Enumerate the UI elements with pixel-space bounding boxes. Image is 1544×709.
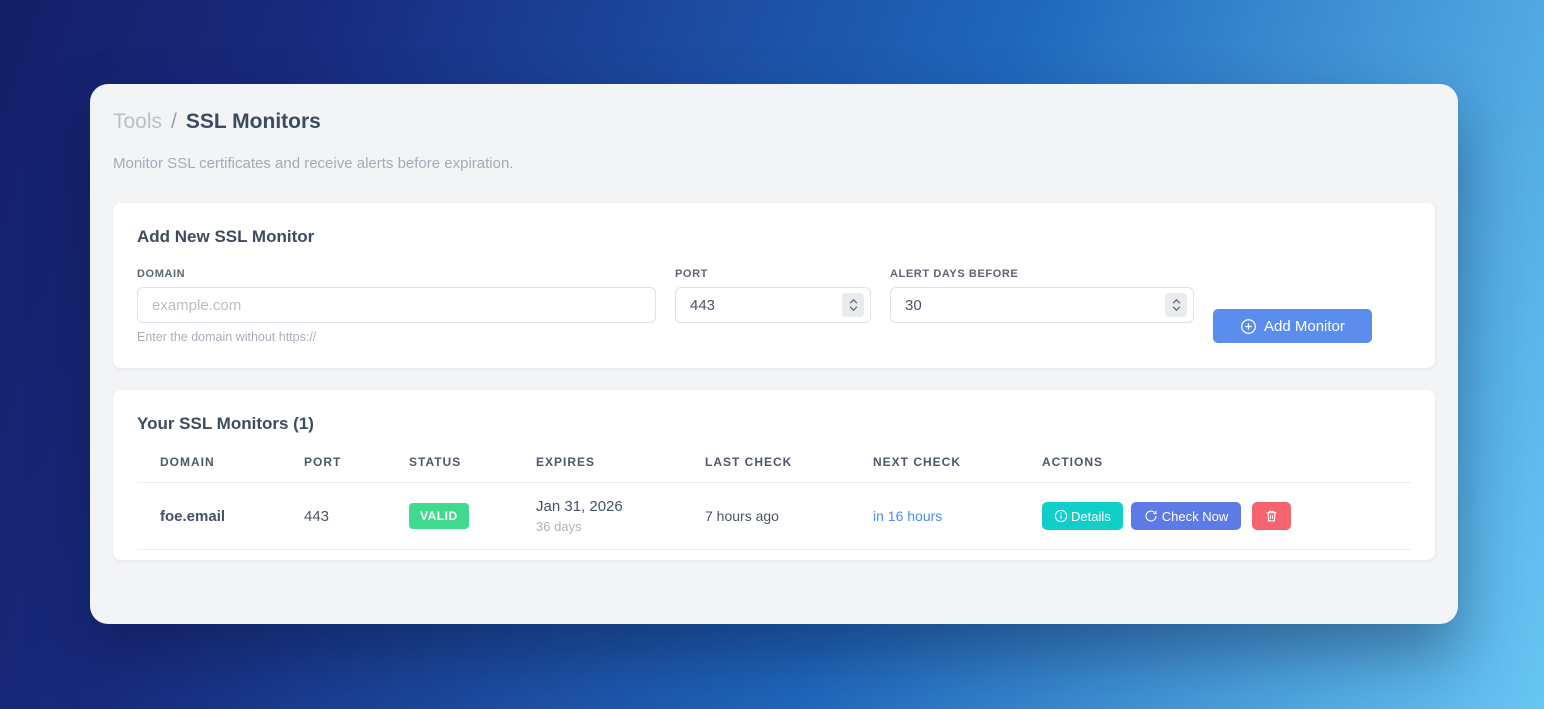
port-label: PORT <box>675 268 708 280</box>
col-header-last-check: LAST CHECK <box>682 449 850 483</box>
table-row: foe.email 443 VALID Jan 31, 2026 36 days… <box>137 482 1411 550</box>
add-monitor-button-label: Add Monitor <box>1264 317 1345 335</box>
monitors-card: Your SSL Monitors (1) DOMAIN PORT STATUS… <box>113 390 1435 560</box>
monitors-table: DOMAIN PORT STATUS EXPIRES LAST CHECK NE… <box>137 449 1411 550</box>
expires-days-remaining: 36 days <box>536 519 582 534</box>
expires-date: Jan 31, 2026 <box>536 498 623 515</box>
port-field: PORT <box>675 268 871 323</box>
alert-days-input[interactable] <box>890 287 1194 323</box>
monitor-status-cell: VALID <box>386 482 513 550</box>
breadcrumb-section[interactable]: Tools <box>113 110 163 133</box>
col-header-port: PORT <box>281 449 386 483</box>
col-header-next-check: NEXT CHECK <box>850 449 1019 483</box>
check-now-button-label: Check Now <box>1161 508 1229 524</box>
monitor-expires-cell: Jan 31, 2026 36 days <box>513 482 682 550</box>
domain-help-text: Enter the domain without https:// <box>137 330 317 344</box>
add-monitor-title: Add New SSL Monitor <box>137 227 315 246</box>
add-monitor-button[interactable]: Add Monitor <box>1213 309 1372 343</box>
page-subtitle: Monitor SSL certificates and receive ale… <box>113 155 514 172</box>
col-header-status: STATUS <box>386 449 513 483</box>
monitor-last-check: 7 hours ago <box>682 482 850 550</box>
add-monitor-form: DOMAIN Enter the domain without https://… <box>137 268 1411 344</box>
check-now-button[interactable]: Check Now <box>1130 502 1242 530</box>
main-panel: Tools / SSL Monitors Monitor SSL certifi… <box>90 84 1458 624</box>
info-circle-icon <box>1054 509 1068 523</box>
col-header-domain: DOMAIN <box>137 449 281 483</box>
breadcrumb-separator: / <box>171 110 177 133</box>
circle-plus-icon <box>1240 318 1257 335</box>
page-title: SSL Monitors <box>185 110 321 133</box>
domain-field: DOMAIN Enter the domain without https:// <box>137 268 656 344</box>
col-header-actions: ACTIONS <box>1019 449 1411 483</box>
trash-icon <box>1265 509 1278 523</box>
monitor-actions-cell: Details Check Now <box>1019 482 1411 550</box>
alert-days-stepper chevron-up-down-icon[interactable] <box>1165 293 1187 317</box>
monitor-port: 443 <box>281 482 386 550</box>
monitor-next-check: in 16 hours <box>850 482 1019 550</box>
alert-days-field: ALERT DAYS BEFORE <box>890 268 1194 323</box>
table-header-row: DOMAIN PORT STATUS EXPIRES LAST CHECK NE… <box>137 449 1411 483</box>
delete-button[interactable] <box>1252 502 1292 530</box>
monitors-title: Your SSL Monitors (1) <box>137 414 314 433</box>
add-monitor-card: Add New SSL Monitor DOMAIN Enter the dom… <box>113 203 1435 368</box>
breadcrumb: Tools / SSL Monitors <box>113 110 1435 134</box>
domain-input[interactable] <box>137 287 656 323</box>
refresh-icon <box>1144 509 1158 523</box>
domain-label: DOMAIN <box>137 268 186 280</box>
alert-days-label: ALERT DAYS BEFORE <box>890 268 1019 280</box>
port-stepper chevron-up-down-icon[interactable] <box>842 293 864 317</box>
monitor-domain: foe.email <box>137 482 281 550</box>
col-header-expires: EXPIRES <box>513 449 682 483</box>
port-input[interactable] <box>675 287 871 323</box>
details-button[interactable]: Details <box>1042 502 1123 530</box>
status-badge: VALID <box>409 503 469 529</box>
details-button-label: Details <box>1071 508 1111 524</box>
